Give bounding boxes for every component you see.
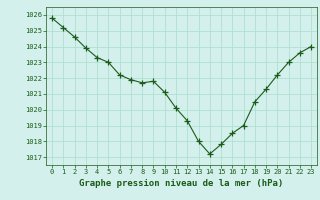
X-axis label: Graphe pression niveau de la mer (hPa): Graphe pression niveau de la mer (hPa) [79,179,284,188]
